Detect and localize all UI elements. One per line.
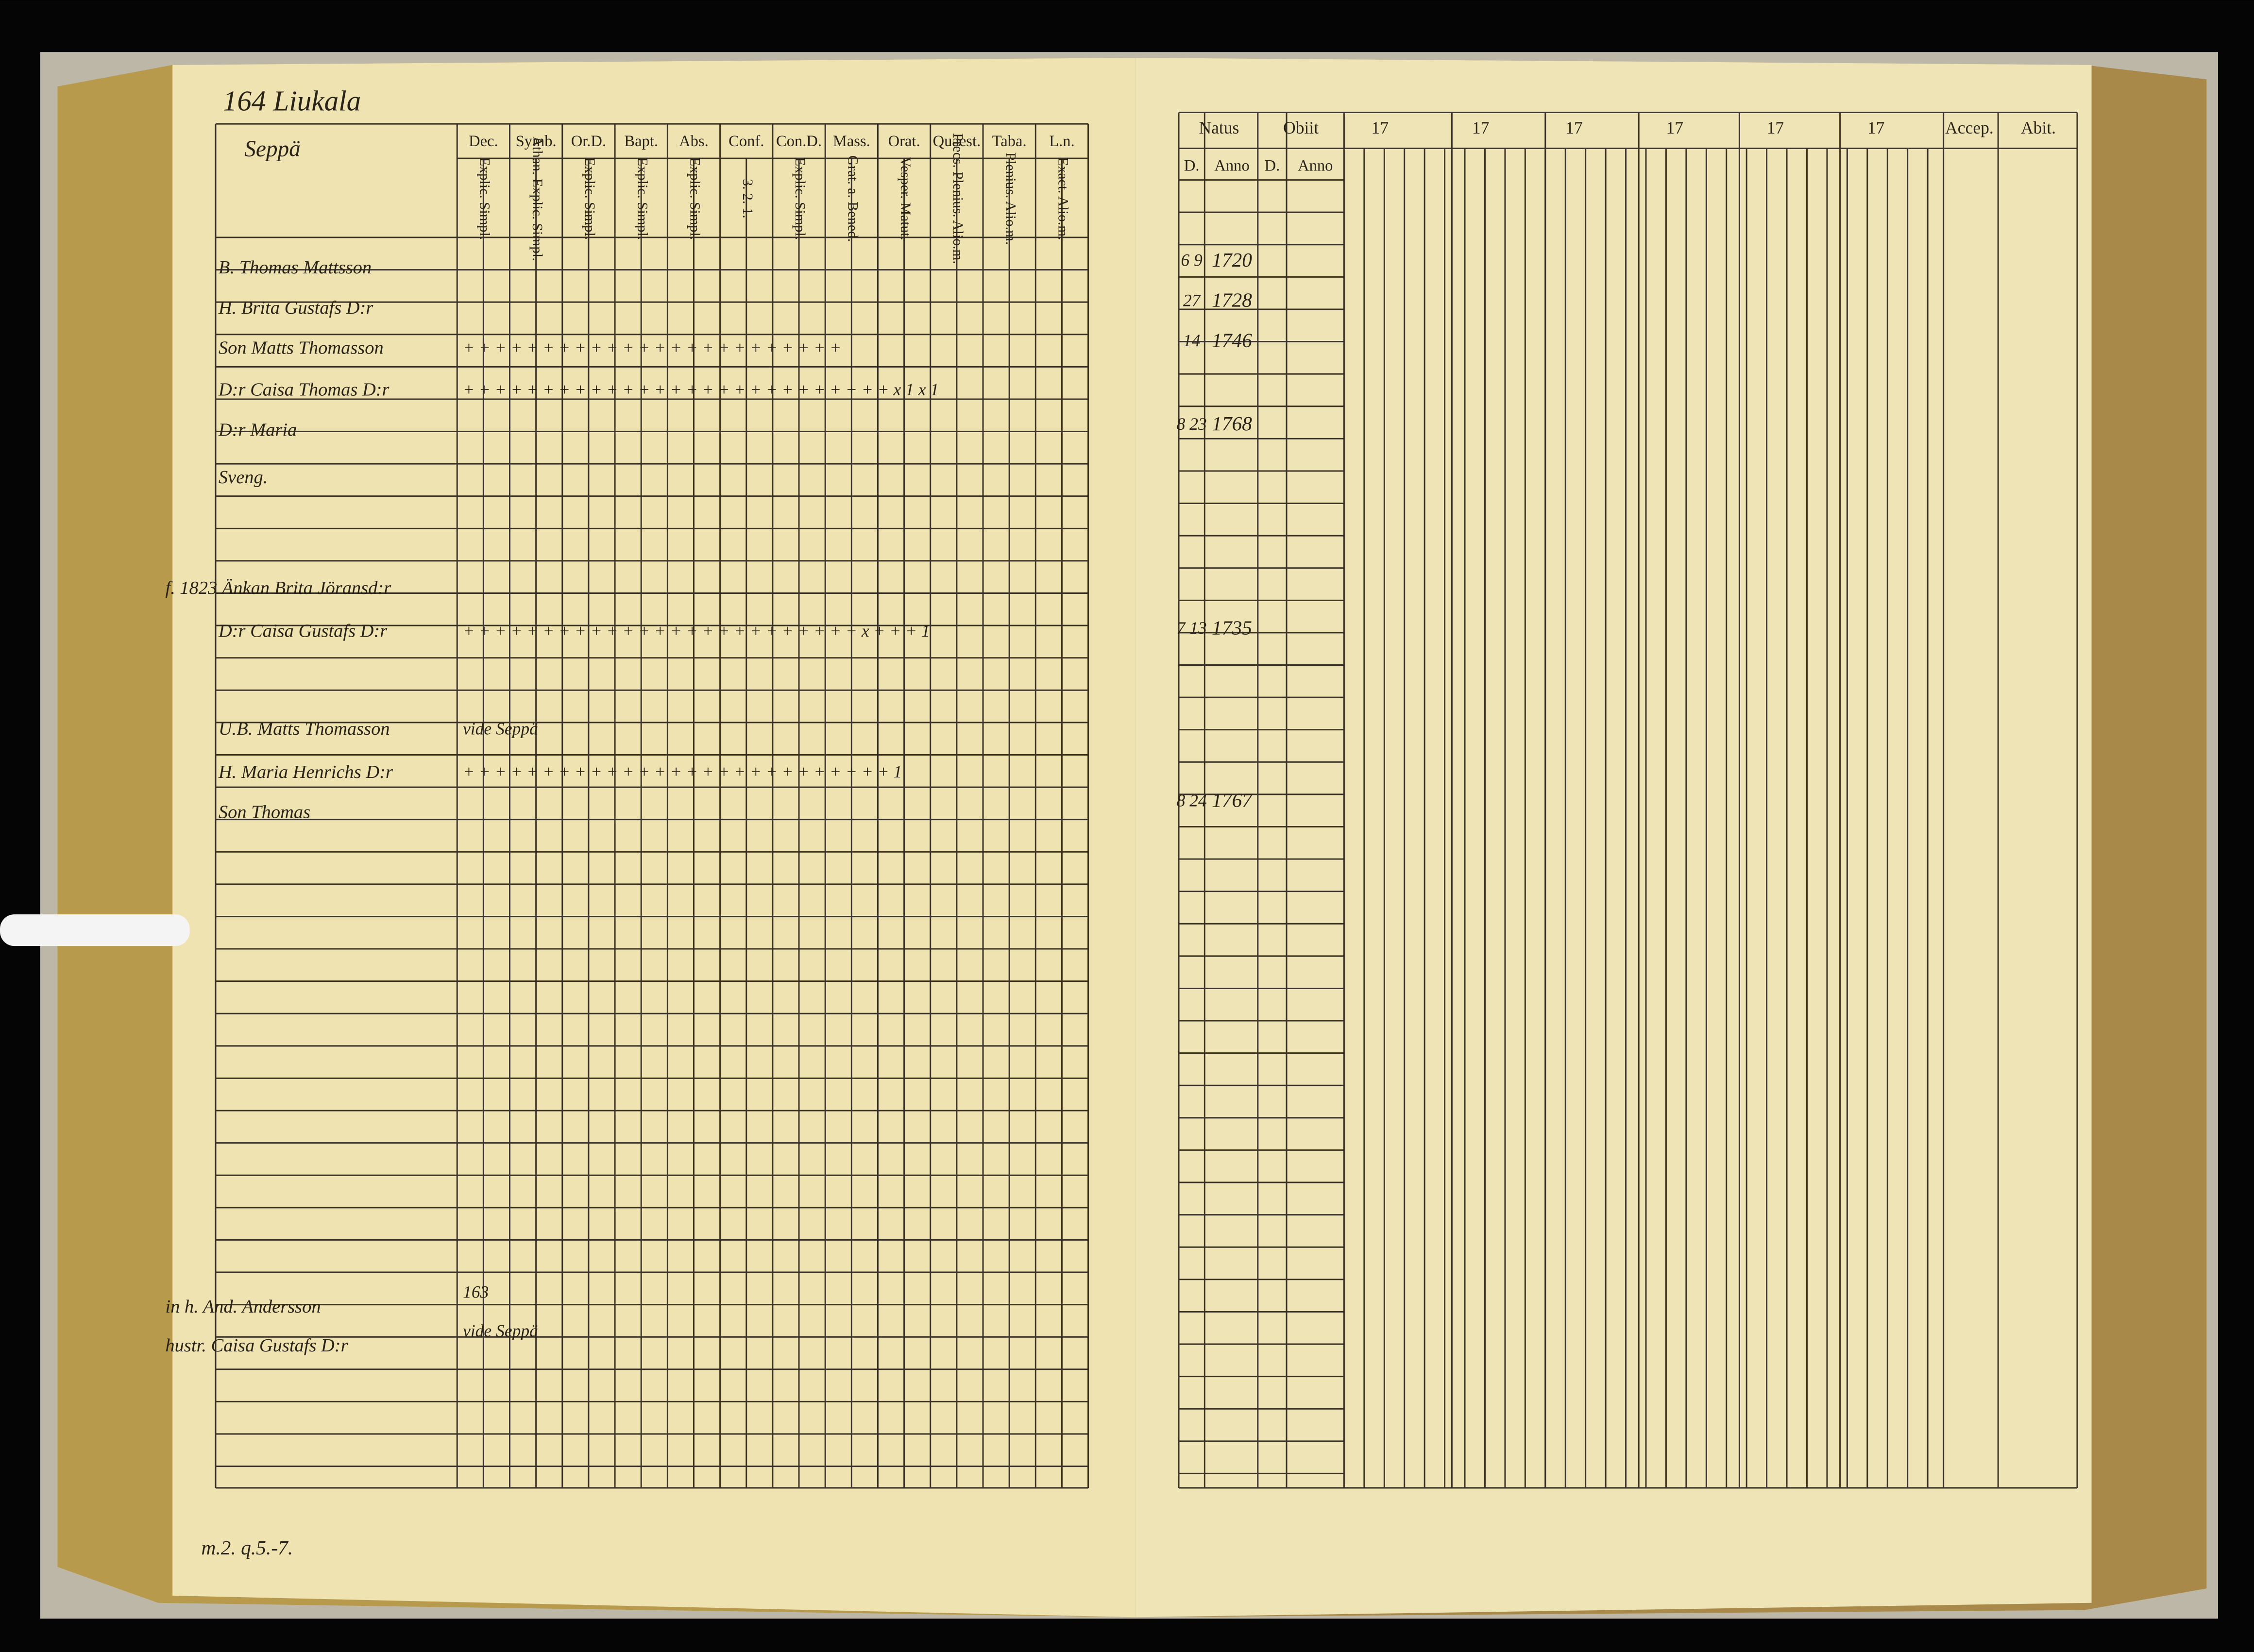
column-sub: Anno xyxy=(1298,157,1333,174)
birth-day: 14 xyxy=(1183,331,1201,350)
column-sub: Athan. Explic. Simpl. xyxy=(529,136,545,261)
column-head: Conf. xyxy=(729,133,764,150)
column-sub: Precs. Plenius. Alio.m. xyxy=(950,133,966,264)
birth-day: 6 9 xyxy=(1181,250,1203,270)
column-head: Mass. xyxy=(833,133,870,150)
column-sub: Anno xyxy=(1214,157,1249,174)
column-head: Con.D. xyxy=(776,133,822,150)
column-head: 17 xyxy=(1372,118,1389,137)
column-sub: Explic. Simpl. xyxy=(477,157,492,240)
bookmark-strip xyxy=(0,914,190,946)
resident-name: Sveng. xyxy=(219,467,268,488)
column-head: 17 xyxy=(1565,118,1583,137)
resident-name: D:r Caisa Gustafs D:r xyxy=(218,621,388,641)
birth-day: 7 13 xyxy=(1177,618,1207,638)
resident-name: Son Matts Thomasson xyxy=(219,338,384,358)
column-head: Natus xyxy=(1199,118,1239,137)
left-page xyxy=(172,57,1136,1618)
row-marks: + + + + + + + + + + + + + + + + + + + + … xyxy=(463,380,939,399)
column-sub: Explic. Simpl. xyxy=(792,157,808,240)
resident-name: B. Thomas Mattsson xyxy=(219,257,372,278)
birth-year: 1735 xyxy=(1212,617,1252,639)
column-head: Abit. xyxy=(2021,118,2056,137)
column-head: Dec. xyxy=(469,133,498,150)
column-head: Abs. xyxy=(679,133,709,150)
birth-day: 8 23 xyxy=(1177,414,1207,434)
column-head: Or.D. xyxy=(571,133,606,150)
row-marks: vide Seppä xyxy=(463,719,538,738)
birth-year: 1720 xyxy=(1212,249,1252,271)
birth-year: 1728 xyxy=(1212,289,1252,311)
birth-day: 27 xyxy=(1183,290,1201,310)
column-head: Obiit xyxy=(1283,118,1319,137)
farm-name: Seppä xyxy=(244,136,301,162)
resident-name: U.B. Matts Thomasson xyxy=(219,719,390,739)
row-marks: vide Seppä xyxy=(463,1321,538,1340)
right-page xyxy=(1135,57,2092,1618)
column-sub: Explic. Simpl. xyxy=(582,157,597,240)
resident-name: hustr. Caisa Gustafs D:r xyxy=(165,1335,348,1356)
row-marks: + + + + + + + + + + + + + + + + + + + + … xyxy=(463,621,930,641)
resident-name: D:r Maria xyxy=(218,420,297,440)
column-head: 17 xyxy=(1867,118,1885,137)
row-marks: + + + + + + + + + + + + + + + + + + + + … xyxy=(463,762,902,781)
column-head: 17 xyxy=(1666,118,1683,137)
row-marks: + + + + + + + + + + + + + + + + + + + + … xyxy=(463,338,841,357)
column-head: L.n. xyxy=(1049,133,1074,150)
resident-name: H. Brita Gustafs D:r xyxy=(218,298,373,318)
column-sub: Grat. a. Bened. xyxy=(845,155,861,242)
column-sub: Plenius. Alio.m. xyxy=(1002,152,1018,245)
margin-note: m.2. q.5.-7. xyxy=(201,1536,293,1559)
column-sub: 3. 2. 1. xyxy=(740,179,755,218)
page-title: 164 Liukala xyxy=(223,84,361,117)
column-head: Quaest. xyxy=(933,133,981,150)
resident-name: D:r Caisa Thomas D:r xyxy=(218,379,390,400)
birth-year: 1768 xyxy=(1212,412,1252,435)
resident-name: f. 1823 Änkan Brita Jöransd:r xyxy=(165,578,391,598)
column-head: Accep. xyxy=(1945,118,1994,137)
resident-name: Son Thomas xyxy=(219,802,310,823)
birth-day: 8 24 xyxy=(1177,791,1207,810)
column-head: Orat. xyxy=(888,133,920,150)
resident-name: H. Maria Henrichs D:r xyxy=(218,762,393,782)
column-head: Bapt. xyxy=(624,133,658,150)
column-sub: Explic. Simpl. xyxy=(687,157,703,240)
column-head: Taba. xyxy=(992,133,1027,150)
column-sub: Explic. Simpl. xyxy=(634,157,650,240)
birth-year: 1767 xyxy=(1212,789,1253,811)
column-sub: D. xyxy=(1265,157,1280,174)
column-head: 17 xyxy=(1472,118,1490,137)
row-marks: 163 xyxy=(463,1282,489,1302)
ruling xyxy=(215,111,2078,1489)
column-sub: Vesper. Matut. xyxy=(898,157,913,240)
birth-year: 1746 xyxy=(1212,329,1252,352)
column-head: 17 xyxy=(1767,118,1784,137)
resident-name: in h. And. Andersson xyxy=(165,1297,321,1317)
column-sub: Exact. Alio.m. xyxy=(1055,157,1071,240)
column-head: Symb. xyxy=(516,133,557,150)
column-sub: D. xyxy=(1184,157,1200,174)
